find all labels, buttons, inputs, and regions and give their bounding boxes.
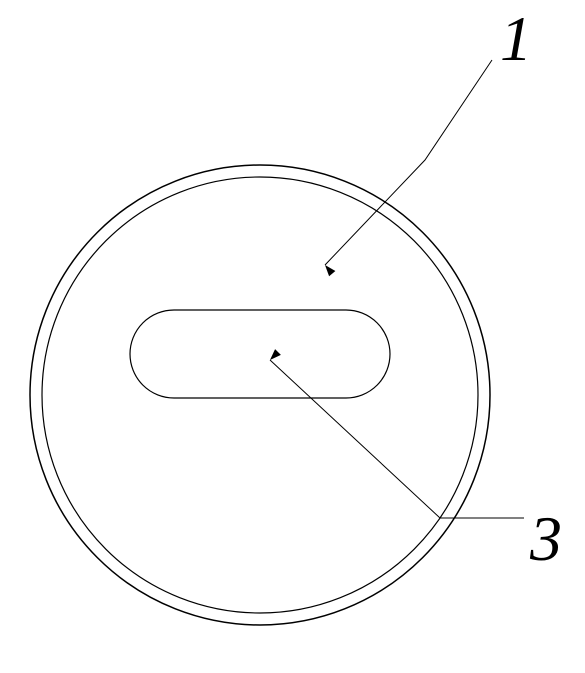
- arrowhead-1: [325, 265, 335, 276]
- technical-diagram: 1 3: [0, 0, 585, 673]
- outer-circle: [30, 165, 490, 625]
- leader-line-1: [325, 60, 492, 265]
- inner-circle: [42, 177, 478, 613]
- callout-label-1: 1: [500, 3, 532, 74]
- slot-shape: [130, 310, 390, 398]
- arrowhead-3: [270, 349, 281, 360]
- callout-label-3: 3: [529, 503, 562, 574]
